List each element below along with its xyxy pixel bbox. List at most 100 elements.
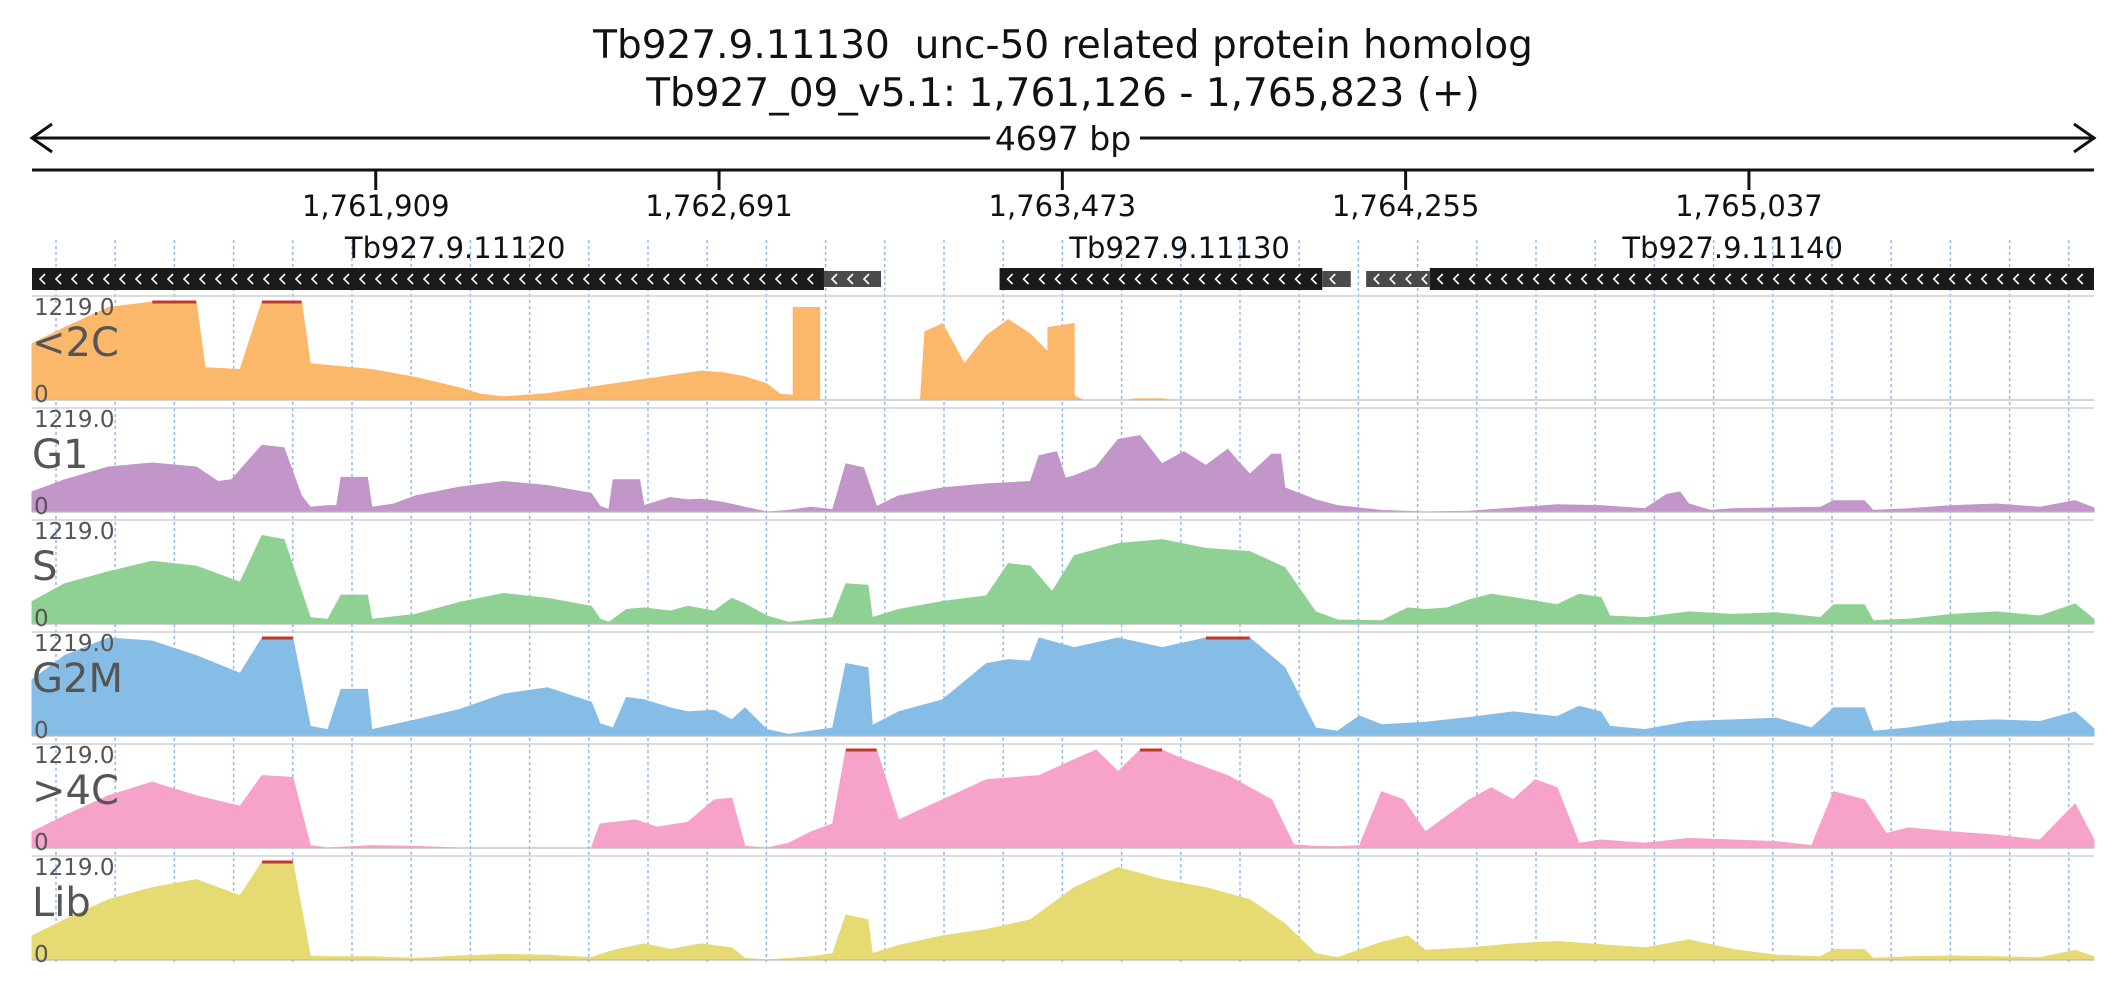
coordinate-ruler: 1,761,909 1,762,691 1,763,473 1,764,255 1,76… bbox=[32, 168, 2094, 223]
strand-chevron-icon bbox=[1756, 273, 1764, 285]
strand-chevron-icon bbox=[1740, 273, 1748, 285]
strand-chevron-icon bbox=[1580, 273, 1588, 285]
strand-chevron-icon bbox=[1214, 273, 1222, 285]
track-name-label: <2C bbox=[32, 320, 119, 366]
gene-utr bbox=[823, 271, 882, 287]
strand-chevron-icon bbox=[310, 273, 318, 285]
strand-chevron-icon bbox=[790, 273, 798, 285]
coverage-track: 1219.0<2C 0 bbox=[31, 295, 2094, 408]
strand-chevron-icon bbox=[486, 273, 494, 285]
track-max-label: 1219.0 bbox=[34, 519, 114, 545]
coverage-area bbox=[31, 535, 2095, 625]
track-max-label: 1219.0 bbox=[34, 743, 114, 769]
strand-chevron-icon bbox=[1150, 273, 1158, 285]
strand-chevron-icon bbox=[550, 273, 558, 285]
strand-chevron-icon bbox=[1868, 273, 1876, 285]
strand-chevron-icon bbox=[1900, 273, 1908, 285]
strand-chevron-icon bbox=[1405, 273, 1412, 285]
gene-cds bbox=[999, 268, 1323, 290]
strand-chevron-icon bbox=[1373, 273, 1380, 285]
arrow-right-icon bbox=[2073, 122, 2097, 154]
strand-chevron-icon bbox=[534, 273, 542, 285]
strand-chevron-icon bbox=[438, 273, 446, 285]
coverage-area bbox=[31, 637, 2095, 737]
track-max-label: 1219.0 bbox=[34, 295, 114, 321]
strand-chevron-icon bbox=[358, 273, 366, 285]
strand-chevron-icon bbox=[1118, 273, 1126, 285]
strand-chevron-icon bbox=[1086, 273, 1094, 285]
track-name-label: G1 bbox=[32, 432, 88, 478]
header: Tb927.9.11130 unc-50 related protein hom… bbox=[592, 23, 1533, 116]
strand-chevron-icon bbox=[1436, 273, 1444, 285]
strand-chevron-icon bbox=[1389, 273, 1396, 285]
strand-chevron-icon bbox=[422, 273, 430, 285]
strand-chevron-icon bbox=[710, 273, 718, 285]
strand-chevron-icon bbox=[1294, 273, 1302, 285]
strand-chevron-icon bbox=[326, 273, 334, 285]
strand-chevron-icon bbox=[230, 273, 238, 285]
strand-chevron-icon bbox=[1708, 273, 1716, 285]
strand-chevron-icon bbox=[1262, 273, 1270, 285]
strand-chevron-icon bbox=[1022, 273, 1030, 285]
strand-chevron-icon bbox=[1724, 273, 1732, 285]
strand-chevron-icon bbox=[1628, 273, 1636, 285]
strand-chevron-icon bbox=[1820, 273, 1828, 285]
strand-chevron-icon bbox=[134, 273, 142, 285]
strand-chevron-icon bbox=[1596, 273, 1604, 285]
strand-chevron-icon bbox=[2012, 273, 2020, 285]
strand-chevron-icon bbox=[726, 273, 734, 285]
track-max-label: 1219.0 bbox=[34, 631, 114, 657]
strand-chevron-icon bbox=[1964, 273, 1972, 285]
track-name-label: Lib bbox=[32, 880, 91, 926]
strand-chevron-icon bbox=[86, 273, 94, 285]
strand-chevron-icon bbox=[1996, 273, 2004, 285]
strand-chevron-icon bbox=[1788, 273, 1796, 285]
strand-chevron-icon bbox=[2044, 273, 2052, 285]
strand-chevron-icon bbox=[2076, 273, 2084, 285]
track-name-label: S bbox=[32, 544, 57, 590]
strand-chevron-icon bbox=[1070, 273, 1078, 285]
strand-chevron-icon bbox=[262, 273, 270, 285]
strand-chevron-icon bbox=[566, 273, 574, 285]
strand-chevron-icon bbox=[470, 273, 478, 285]
strand-chevron-icon bbox=[1310, 273, 1318, 285]
strand-chevron-icon bbox=[198, 273, 206, 285]
strand-chevron-icon bbox=[1884, 273, 1892, 285]
arrow-left-icon bbox=[29, 122, 53, 154]
strand-chevron-icon bbox=[70, 273, 78, 285]
ruler-tick-label: 1,764,255 bbox=[1332, 189, 1480, 223]
strand-chevron-icon bbox=[390, 273, 398, 285]
gene-label: Tb927.9.11120 bbox=[344, 231, 566, 265]
strand-chevron-icon bbox=[2060, 273, 2068, 285]
strand-chevron-icon bbox=[1804, 273, 1812, 285]
strand-chevron-icon bbox=[1916, 273, 1924, 285]
track-min-label: 0 bbox=[34, 494, 49, 520]
ruler-tick-label: 1,761,909 bbox=[302, 189, 450, 223]
gene-utr bbox=[1366, 271, 1430, 287]
strand-chevron-icon bbox=[102, 273, 110, 285]
strand-chevron-icon bbox=[830, 273, 838, 285]
strand-chevron-icon bbox=[1006, 273, 1014, 285]
strand-chevron-icon bbox=[518, 273, 526, 285]
strand-chevron-icon bbox=[662, 273, 670, 285]
track-max-label: 1219.0 bbox=[34, 855, 114, 881]
strand-chevron-icon bbox=[694, 273, 702, 285]
ruler-tick-label: 1,762,691 bbox=[645, 189, 793, 223]
strand-chevron-icon bbox=[278, 273, 286, 285]
strand-chevron-icon bbox=[862, 273, 870, 285]
strand-chevron-icon bbox=[758, 273, 766, 285]
strand-chevron-icon bbox=[1421, 273, 1428, 285]
strand-chevron-icon bbox=[1676, 273, 1684, 285]
strand-chevron-icon bbox=[150, 273, 158, 285]
strand-chevron-icon bbox=[1054, 273, 1062, 285]
gene-label: Tb927.9.11140 bbox=[1621, 231, 1843, 265]
strand-chevron-icon bbox=[1038, 273, 1046, 285]
strand-chevron-icon bbox=[1452, 273, 1460, 285]
strand-chevron-icon bbox=[1484, 273, 1492, 285]
coverage-area bbox=[31, 861, 2095, 961]
strand-chevron-icon bbox=[1660, 273, 1668, 285]
span-length-label: 4697 bp bbox=[995, 119, 1131, 158]
